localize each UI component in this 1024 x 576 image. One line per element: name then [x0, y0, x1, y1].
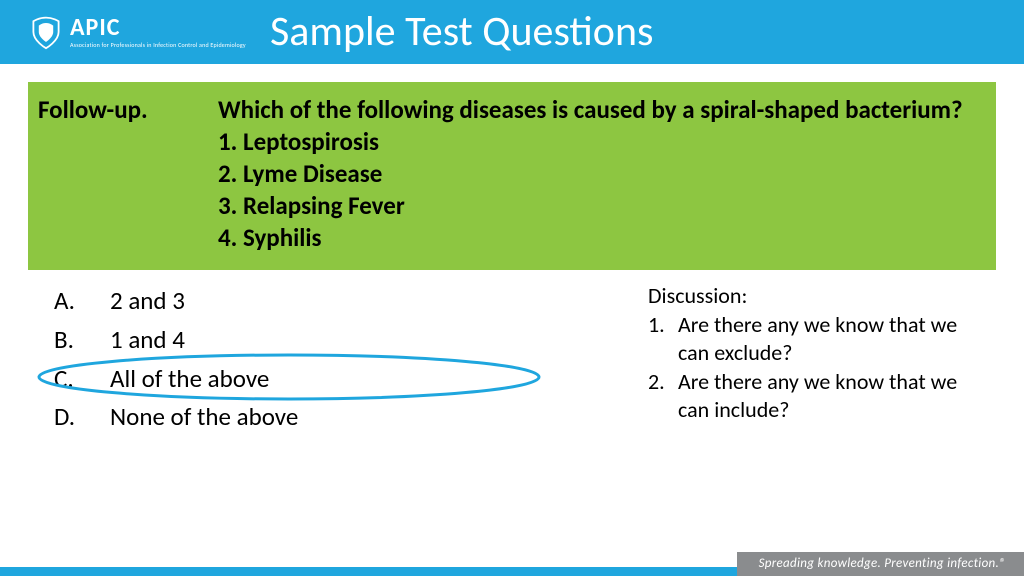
option-text: None of the above	[110, 398, 298, 437]
discussion-text: Are there any we know that we can includ…	[678, 368, 988, 425]
question-prompt: Which of the following diseases is cause…	[218, 94, 963, 126]
discussion-panel: Discussion: 1. Are there any we know tha…	[608, 282, 988, 437]
option-letter: D.	[54, 398, 110, 437]
content-area: Follow-up. Which of the following diseas…	[0, 64, 1024, 437]
option-letter: A.	[54, 282, 110, 321]
question-box: Follow-up. Which of the following diseas…	[28, 82, 996, 270]
footer: Spreading knowledge. Preventing infectio…	[0, 567, 1024, 576]
discussion-number: 2.	[648, 368, 678, 425]
footer-tagline: Spreading knowledge. Preventing infectio…	[737, 552, 1024, 576]
option-b: B. 1 and 4	[54, 321, 608, 360]
question-body: Which of the following diseases is cause…	[218, 94, 963, 254]
question-item: 3. Relapsing Fever	[218, 190, 963, 222]
logo-subtext: Association for Professionals in Infecti…	[70, 42, 246, 48]
option-text: 1 and 4	[110, 321, 185, 360]
discussion-text: Are there any we know that we can exclud…	[678, 311, 988, 368]
option-c: C. All of the above	[54, 360, 608, 399]
discussion-heading: Discussion:	[648, 282, 988, 311]
question-item: 2. Lyme Disease	[218, 158, 963, 190]
option-text: All of the above	[110, 360, 269, 399]
logo-text: APIC	[70, 16, 246, 40]
discussion-item: 2. Are there any we know that we can inc…	[648, 368, 988, 425]
page-title: Sample Test Questions	[270, 6, 653, 57]
option-d: D. None of the above	[54, 398, 608, 437]
question-item: 4. Syphilis	[218, 222, 963, 254]
header-bar: APIC Association for Professionals in In…	[0, 0, 1024, 64]
option-a: A. 2 and 3	[54, 282, 608, 321]
option-letter: B.	[54, 321, 110, 360]
discussion-item: 1. Are there any we know that we can exc…	[648, 311, 988, 368]
discussion-number: 1.	[648, 311, 678, 368]
options-row: A. 2 and 3 B. 1 and 4 C. All of the abov…	[28, 282, 996, 437]
logo: APIC Association for Professionals in In…	[28, 14, 246, 50]
question-label: Follow-up.	[38, 94, 218, 254]
option-text: 2 and 3	[110, 282, 185, 321]
answer-options: A. 2 and 3 B. 1 and 4 C. All of the abov…	[28, 282, 608, 437]
shield-icon	[28, 14, 64, 50]
question-item: 1. Leptospirosis	[218, 126, 963, 158]
option-letter: C.	[54, 360, 110, 399]
